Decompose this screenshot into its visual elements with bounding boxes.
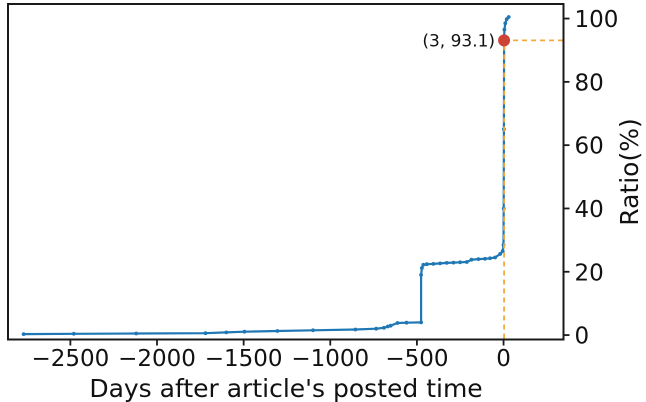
ticks-layer: −2500 −2000 −1500 −1000 −500 0 0 20 40 60 80 100 <box>31 7 618 372</box>
data-point-marker <box>419 320 423 325</box>
y-tick-label: 60 <box>575 134 604 160</box>
data-point-marker <box>275 329 280 333</box>
data-point-marker <box>419 273 423 277</box>
data-point-marker <box>242 329 247 334</box>
data-point-marker <box>506 15 511 19</box>
data-point-marker <box>71 331 76 336</box>
data-point-marker <box>458 260 462 265</box>
data-point-marker <box>374 326 379 331</box>
x-tick-label: −1500 <box>205 346 283 372</box>
data-point-marker <box>451 260 456 265</box>
data-point-marker <box>444 261 449 265</box>
y-axis-label: Ratio(%) <box>615 118 644 225</box>
series-layer <box>21 15 511 336</box>
data-point-marker <box>21 332 26 336</box>
data-point-marker <box>476 257 481 261</box>
data-point-marker <box>134 331 139 336</box>
annotation-label: (3, 93.1) <box>422 31 495 51</box>
data-point-marker <box>498 252 502 256</box>
series-line <box>22 15 510 336</box>
x-tick-label: −2000 <box>118 346 196 372</box>
y-tick-label: 40 <box>575 197 604 223</box>
x-tick-label: −2500 <box>31 346 109 372</box>
annotation-point <box>498 34 511 47</box>
data-point-marker <box>353 327 358 332</box>
x-tick-label: 0 <box>496 346 511 372</box>
data-point-marker <box>388 323 393 328</box>
data-point-marker <box>469 257 474 262</box>
data-point-marker <box>311 328 315 333</box>
x-tick-label: −1000 <box>291 346 369 372</box>
data-point-marker <box>493 255 497 260</box>
plot-border <box>7 3 565 341</box>
y-tick-label: 80 <box>575 70 604 96</box>
data-point-marker <box>382 325 386 330</box>
data-point-marker <box>404 320 409 325</box>
data-point-marker <box>421 262 426 267</box>
data-point-marker <box>488 256 492 261</box>
annotation-guides-layer <box>503 39 564 339</box>
data-point-marker <box>431 262 436 266</box>
data-point-marker <box>420 266 424 270</box>
y-tick-label: 20 <box>575 260 604 286</box>
data-point-marker <box>424 262 429 267</box>
data-point-marker <box>500 249 505 254</box>
data-point-marker <box>483 256 487 261</box>
y-tick-label: 100 <box>575 7 619 33</box>
data-point-marker <box>203 331 208 336</box>
data-point-marker <box>502 27 507 32</box>
data-point-marker <box>224 330 229 335</box>
data-point-marker <box>395 321 400 325</box>
y-tick-label: 0 <box>575 324 590 350</box>
data-point-marker <box>438 261 442 266</box>
data-point-marker <box>464 260 469 264</box>
x-tick-label: −500 <box>385 346 448 372</box>
data-point-marker <box>503 21 508 26</box>
x-axis-label: Days after article's posted time <box>89 374 482 402</box>
